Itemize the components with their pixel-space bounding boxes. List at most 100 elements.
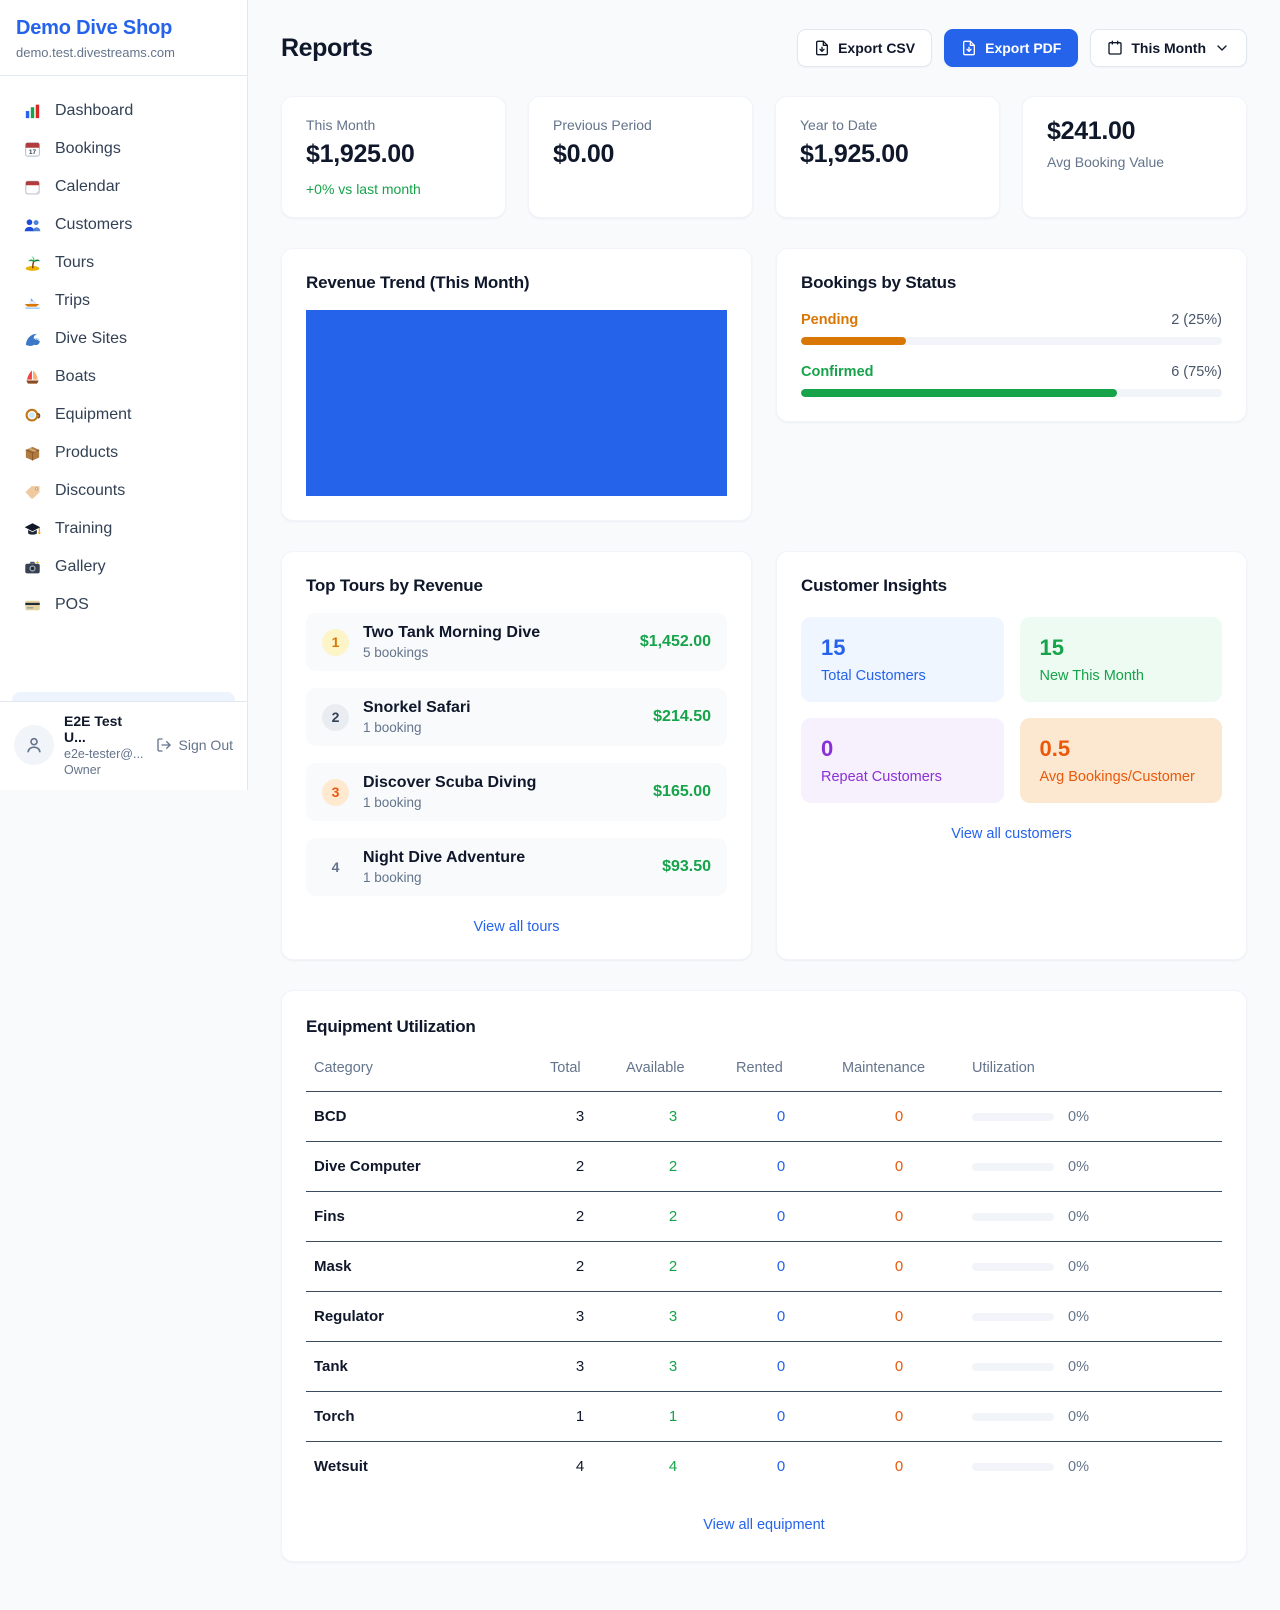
sidebar-item-calendar[interactable]: Calendar: [12, 168, 235, 206]
status-value: 2 (25%): [1171, 312, 1222, 328]
view-all-equipment-link[interactable]: View all equipment: [703, 1517, 825, 1533]
table-row: Torch 1 1 0 0 0%: [306, 1391, 1222, 1442]
tour-bookings: 1 booking: [363, 870, 422, 885]
view-all-tours-link[interactable]: View all tours: [473, 919, 560, 935]
utilization-pct: 0%: [1068, 1408, 1089, 1425]
utilization-cell: 0%: [972, 1109, 1214, 1125]
cell-total: 3: [542, 1091, 618, 1142]
stat-value: $0.00: [553, 140, 615, 168]
table-row: Fins 2 2 0 0 0%: [306, 1191, 1222, 1242]
sidebar-item-dashboard[interactable]: Dashboard: [12, 92, 235, 130]
sidebar-item-equipment[interactable]: Equipment: [12, 396, 235, 434]
revenue-trend-title: Revenue Trend (This Month): [306, 273, 530, 292]
stat-label: Previous Period: [553, 117, 652, 133]
sidebar-item-discounts[interactable]: Discounts: [12, 472, 235, 510]
sidebar-item-tours[interactable]: Tours: [12, 244, 235, 282]
cell-maintenance: 0: [834, 1091, 964, 1142]
top-tours-title: Top Tours by Revenue: [306, 576, 483, 595]
utilization-cell: 0%: [972, 1409, 1214, 1425]
period-dropdown[interactable]: This Month: [1090, 29, 1247, 67]
sidebar-item-label: Dashboard: [55, 102, 134, 119]
sidebar-item-bookings[interactable]: 17 Bookings: [12, 130, 235, 168]
export-pdf-label: Export PDF: [985, 40, 1062, 56]
progress-fill: [801, 389, 1117, 397]
tile-avg-bookings-customer: 0.5 Avg Bookings/Customer: [1019, 718, 1222, 803]
tile-label: Total Customers: [821, 668, 926, 684]
cell-category: BCD: [306, 1091, 542, 1142]
col-total: Total: [542, 1050, 618, 1092]
sidebar-item-label: Training: [55, 520, 113, 537]
charts-row: Revenue Trend (This Month) Bookings by S…: [281, 248, 1247, 521]
tour-revenue: $1,452.00: [639, 633, 711, 650]
tour-bookings: 1 booking: [363, 795, 422, 810]
customer-insights-card: Customer Insights 15 Total Customers 15 …: [776, 551, 1247, 960]
utilization-cell: 0%: [972, 1459, 1214, 1475]
cell-available: 3: [618, 1091, 728, 1142]
shop-name: Demo Dive Shop: [16, 17, 173, 39]
export-csv-button[interactable]: Export CSV: [797, 29, 933, 67]
table-row: Regulator 3 3 0 0 0%: [306, 1291, 1222, 1342]
sign-out-button[interactable]: Sign Out: [156, 737, 233, 753]
tour-row: 3 Discover Scuba Diving 1 booking $165.0…: [306, 763, 727, 821]
sidebar-item-pos[interactable]: POS: [12, 586, 235, 624]
tour-revenue: $93.50: [662, 858, 711, 875]
sidebar-nav: Dashboard 17 Bookings Calendar Customers: [0, 76, 247, 701]
customer-insights-title: Customer Insights: [801, 576, 947, 595]
cell-total: 2: [542, 1241, 618, 1292]
table-row: BCD 3 3 0 0 0%: [306, 1091, 1222, 1142]
tile-new-this-month: 15 New This Month: [1019, 617, 1222, 702]
sidebar-item-label: Dive Sites: [55, 330, 128, 347]
insight-tiles: 15 Total Customers 15 New This Month 0 R…: [801, 617, 1222, 803]
utilization-cell: 0%: [972, 1359, 1214, 1375]
sidebar-item-dive-sites[interactable]: Dive Sites: [12, 320, 235, 358]
tile-value: 15: [1039, 635, 1064, 660]
bookings-by-status-card: Bookings by Status Pending 2 (25%) Confi…: [776, 248, 1247, 422]
calendar-icon: [1108, 40, 1123, 55]
speedboat-icon: [22, 291, 42, 311]
cell-category: Torch: [306, 1391, 542, 1442]
status-row-confirmed: Confirmed 6 (75%): [801, 364, 1222, 397]
stat-value: $1,925.00: [306, 140, 415, 168]
cell-rented: 0: [728, 1341, 834, 1392]
cell-rented: 0: [728, 1091, 834, 1142]
tour-name: Snorkel Safari: [363, 699, 471, 716]
col-maintenance: Maintenance: [834, 1050, 964, 1092]
cell-rented: 0: [728, 1191, 834, 1242]
svg-text:17: 17: [28, 148, 36, 155]
col-category: Category: [306, 1050, 542, 1092]
revenue-trend-chart: [306, 310, 727, 496]
tour-bookings: 5 bookings: [363, 645, 429, 660]
sidebar-item-label: Bookings: [55, 140, 121, 157]
sidebar-item-gallery[interactable]: Gallery: [12, 548, 235, 586]
active-nav-highlight-partial[interactable]: [12, 692, 235, 701]
cell-total: 3: [542, 1291, 618, 1342]
tile-label: Repeat Customers: [821, 769, 942, 785]
sidebar-item-label: Equipment: [55, 406, 132, 423]
export-pdf-button[interactable]: Export PDF: [944, 29, 1079, 67]
sidebar-item-products[interactable]: Products: [12, 434, 235, 472]
cell-category: Fins: [306, 1191, 542, 1242]
tag-icon: [22, 481, 42, 501]
sidebar-item-training[interactable]: Training: [12, 510, 235, 548]
utilization-pct: 0%: [1068, 1208, 1089, 1225]
cell-available: 2: [618, 1141, 728, 1192]
sidebar-item-customers[interactable]: Customers: [12, 206, 235, 244]
sidebar-item-trips[interactable]: Trips: [12, 282, 235, 320]
sidebar-item-label: Customers: [55, 216, 133, 233]
table-header-row: Category Total Available Rented Maintena…: [306, 1050, 1222, 1092]
cell-available: 3: [618, 1341, 728, 1392]
tour-row: 4 Night Dive Adventure 1 booking $93.50: [306, 838, 727, 896]
sidebar-item-label: Boats: [55, 368, 96, 385]
rank-badge: 2: [322, 703, 349, 731]
sidebar-item-boats[interactable]: Boats: [12, 358, 235, 396]
table-row: Tank 3 3 0 0 0%: [306, 1341, 1222, 1392]
view-all-customers-link[interactable]: View all customers: [951, 826, 1072, 842]
cell-maintenance: 0: [834, 1191, 964, 1242]
utilization-pct: 0%: [1068, 1358, 1089, 1375]
cell-maintenance: 0: [834, 1291, 964, 1342]
cell-maintenance: 0: [834, 1241, 964, 1292]
utilization-pct: 0%: [1068, 1108, 1089, 1125]
cell-total: 3: [542, 1341, 618, 1392]
cell-maintenance: 0: [834, 1141, 964, 1192]
rank-badge: 4: [331, 859, 340, 875]
